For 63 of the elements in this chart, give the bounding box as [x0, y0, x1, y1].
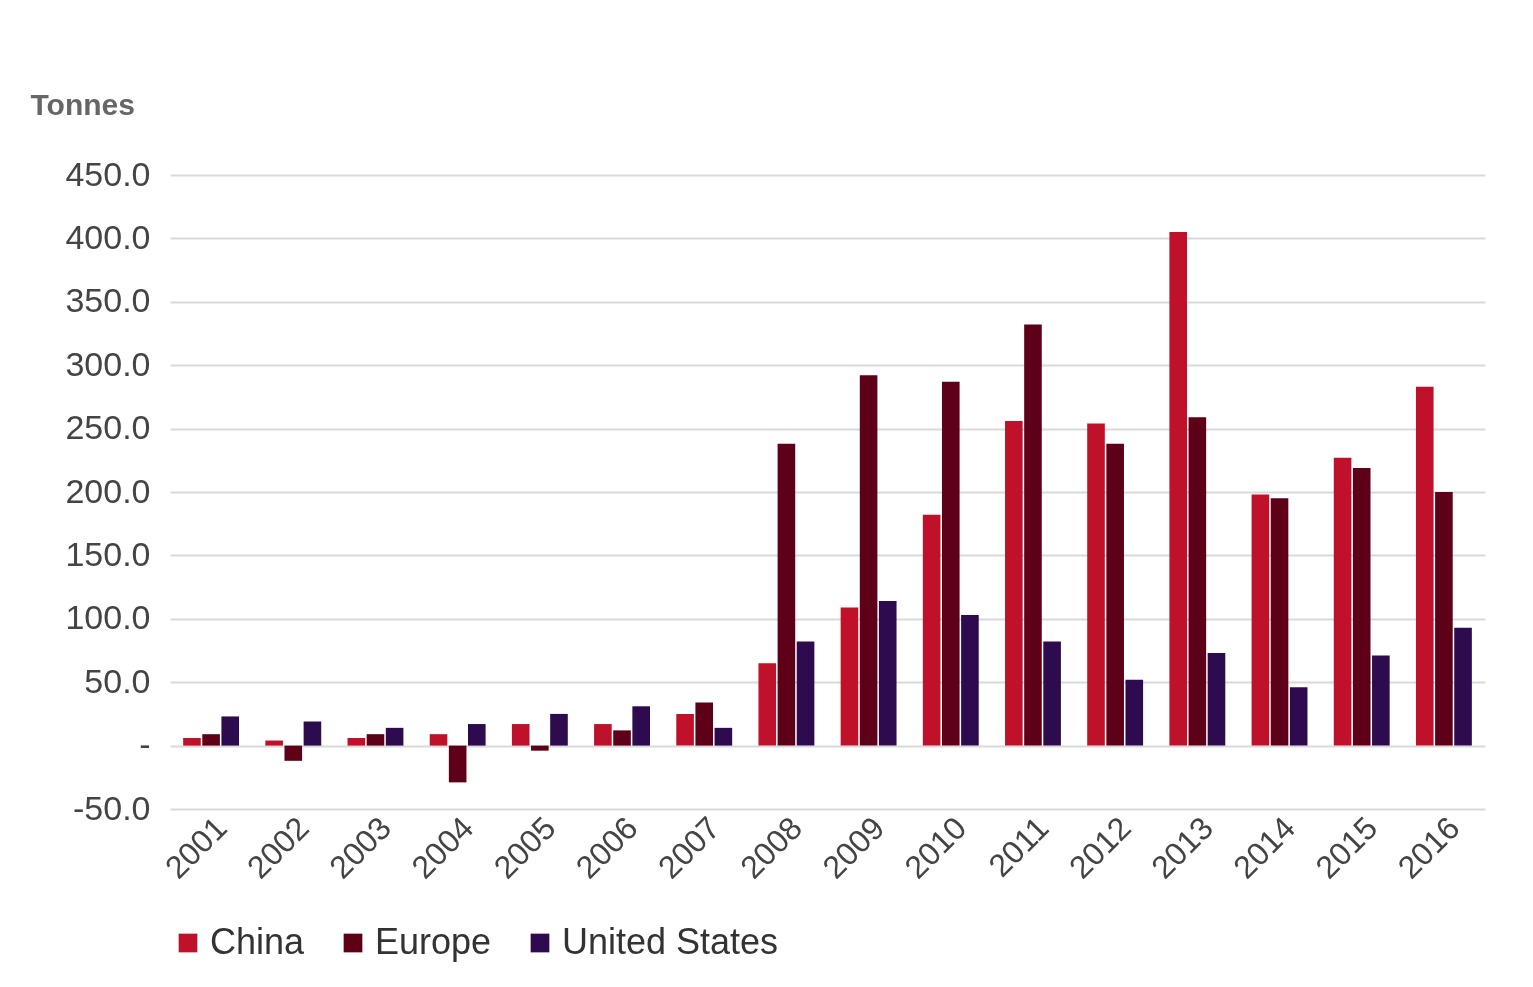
bar — [1043, 641, 1061, 746]
bar — [531, 745, 549, 751]
bar — [1270, 498, 1289, 746]
bar — [1415, 386, 1434, 746]
y-axis-title: Tonnes — [30, 87, 135, 121]
y-tick-label: 250.0 — [65, 408, 151, 447]
bar — [1169, 232, 1188, 746]
bar — [695, 702, 714, 746]
bar — [758, 663, 777, 746]
bar — [550, 713, 568, 746]
y-tick-label: 400.0 — [65, 217, 151, 256]
y-tick-label: 300.0 — [65, 344, 151, 383]
bar — [1087, 423, 1105, 746]
bar — [183, 737, 201, 746]
bar — [632, 706, 650, 746]
bar — [1372, 655, 1390, 746]
bar — [1289, 687, 1308, 746]
y-tick-label: 450.0 — [65, 154, 151, 193]
bar — [385, 727, 404, 746]
bar — [1333, 457, 1352, 746]
legend-label: China — [210, 921, 306, 962]
bar — [448, 745, 467, 783]
bar — [1125, 679, 1144, 746]
bar — [1251, 494, 1270, 746]
bar — [714, 727, 733, 746]
bar — [265, 740, 283, 746]
bar — [796, 641, 815, 746]
bar — [777, 443, 796, 746]
bar — [1207, 653, 1226, 746]
y-tick-label: 150.0 — [65, 534, 151, 573]
y-tick-label: 350.0 — [65, 281, 151, 320]
bar — [429, 734, 448, 746]
bar — [1024, 324, 1042, 746]
y-tick-label: 200.0 — [65, 471, 151, 510]
bar — [961, 615, 979, 746]
legend-label: United States — [562, 921, 779, 962]
bar — [366, 734, 385, 746]
bar — [1454, 627, 1472, 746]
bar — [941, 381, 960, 746]
y-tick-label: 100.0 — [65, 598, 151, 637]
y-tick-label: -50.0 — [73, 788, 151, 827]
bar — [284, 745, 303, 761]
bar — [1106, 443, 1124, 746]
bar — [221, 716, 240, 746]
bar — [859, 375, 878, 746]
bar — [676, 713, 694, 746]
bar — [303, 721, 322, 746]
bar — [613, 730, 631, 746]
y-tick-label: - — [139, 725, 151, 764]
bar — [511, 724, 530, 746]
bar — [878, 601, 897, 746]
bar — [1352, 467, 1371, 746]
bar — [1188, 417, 1207, 746]
bar — [1005, 420, 1023, 746]
bar — [467, 724, 486, 746]
bar — [594, 724, 612, 746]
bar — [202, 734, 220, 746]
legend-label: Europe — [375, 921, 492, 962]
bar — [1435, 492, 1453, 746]
bar — [347, 737, 366, 746]
bar — [840, 607, 859, 746]
y-tick-label: 50.0 — [84, 661, 151, 700]
bar — [922, 514, 941, 746]
